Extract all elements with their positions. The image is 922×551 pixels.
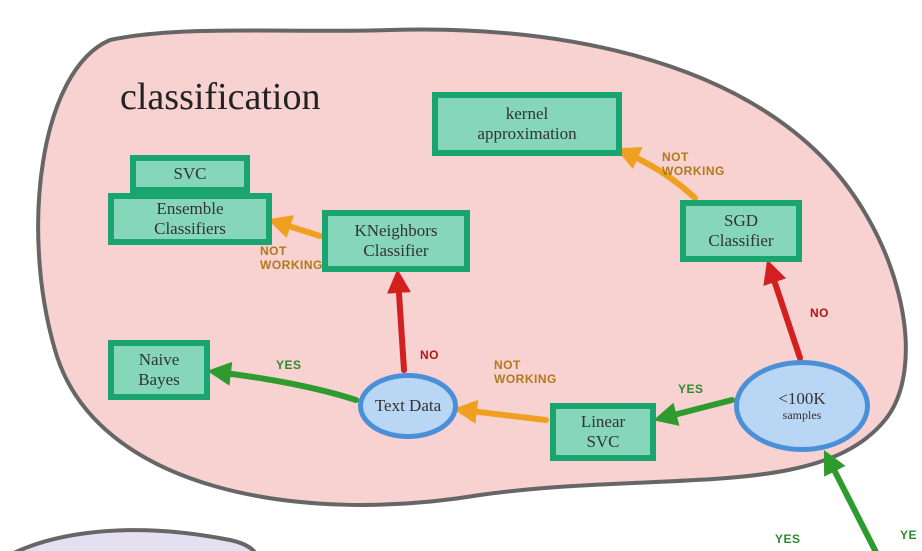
node-svc: SVC bbox=[130, 155, 250, 193]
edge-label-kneighbors-ensemble: NOT WORKING bbox=[260, 244, 323, 272]
region-other-path bbox=[0, 530, 258, 551]
stray-label-0: YES bbox=[775, 532, 801, 546]
edge-label-sgd-kernel: NOT WORKING bbox=[662, 150, 725, 178]
node-linearsvc: Linear SVC bbox=[550, 403, 656, 461]
node-lt100k: <100Ksamples bbox=[734, 360, 870, 452]
stray-label-1: YE bbox=[900, 528, 917, 542]
node-sgd: SGD Classifier bbox=[680, 200, 802, 262]
edge-label-lt100k-sgd: NO bbox=[810, 306, 829, 320]
node-ensemble: Ensemble Classifiers bbox=[108, 193, 272, 245]
node-textdata: Text Data bbox=[358, 373, 458, 439]
node-lt100k-label: <100K bbox=[778, 390, 825, 409]
edge-label-linearsvc-textdata: NOT WORKING bbox=[494, 358, 557, 386]
edge-label-textdata-naive: YES bbox=[276, 358, 302, 372]
region-title: classification bbox=[120, 75, 320, 119]
node-kneighbors: KNeighbors Classifier bbox=[322, 210, 470, 272]
node-kernel: kernel approximation bbox=[432, 92, 622, 156]
edge-label-lt100k-linearsvc: YES bbox=[678, 382, 704, 396]
node-textdata-label: Text Data bbox=[375, 397, 441, 416]
node-lt100k-sublabel: samples bbox=[783, 409, 822, 422]
edge-label-textdata-kneighbors: NO bbox=[420, 348, 439, 362]
node-naive: Naive Bayes bbox=[108, 340, 210, 400]
